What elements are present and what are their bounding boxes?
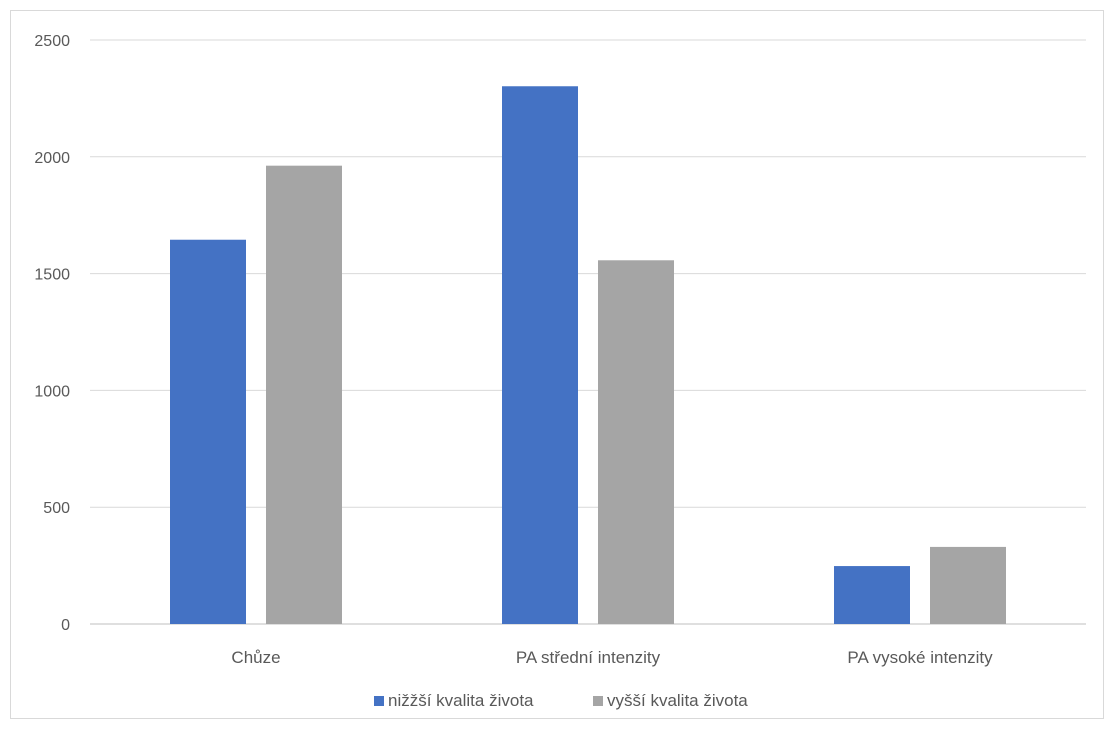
- legend-swatch: [374, 696, 384, 706]
- x-axis-categories: Chůze PA střední intenzity PA vysoké inten…: [231, 648, 993, 667]
- y-tick-label: 2500: [34, 33, 70, 50]
- legend-label: nižžší kvalita života: [388, 691, 534, 710]
- legend-swatch: [593, 696, 603, 706]
- legend-label: vyšší kvalita života: [607, 691, 748, 710]
- bar-higher-1: [598, 260, 674, 624]
- y-axis-ticks: 0 500 1000 1500 2000 2500: [34, 33, 70, 634]
- x-category-label: PA střední intenzity: [516, 648, 661, 667]
- gridlines: [90, 39, 1086, 625]
- legend: nižžší kvalita života vyšší kvalita život…: [374, 691, 748, 710]
- y-tick-label: 0: [61, 617, 70, 634]
- bar-lower-2: [834, 566, 910, 624]
- y-tick-label: 500: [43, 500, 70, 517]
- bar-higher-0: [266, 165, 342, 624]
- y-tick-label: 2000: [34, 150, 70, 167]
- bar-higher-2: [930, 546, 1006, 624]
- bar-lower-1: [502, 86, 578, 624]
- y-tick-label: 1000: [34, 383, 70, 400]
- x-category-label: PA vysoké intenzity: [847, 648, 993, 667]
- bar-lower-0: [170, 239, 246, 624]
- x-category-label: Chůze: [231, 648, 280, 667]
- bars: [170, 86, 1006, 624]
- y-tick-label: 1500: [34, 267, 70, 284]
